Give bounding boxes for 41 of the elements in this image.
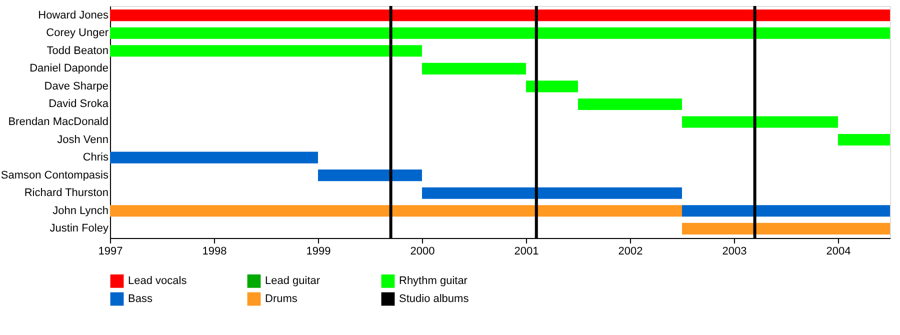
legend-label: Rhythm guitar: [399, 275, 468, 288]
bar: [110, 45, 422, 57]
x-tick-label: 1999: [306, 246, 331, 258]
x-tick-label: 1998: [202, 246, 227, 258]
bar: [110, 10, 890, 22]
y-tick-label: David Sroka: [48, 98, 110, 110]
x-tick-label: 2001: [514, 246, 539, 258]
legend-label: Studio albums: [399, 293, 470, 305]
bar: [682, 116, 838, 128]
y-tick-label: Corey Unger: [46, 27, 109, 40]
y-tick-label: Dave Sharpe: [44, 80, 108, 92]
x-tick-label: 2003: [722, 246, 747, 258]
x-tick-label: 2002: [618, 246, 643, 258]
bar: [422, 62, 526, 74]
bar: [682, 222, 890, 234]
y-tick-label: Brendan MacDonald: [8, 116, 108, 128]
y-tick-label: Chris: [82, 152, 109, 164]
legend-label: Lead vocals: [128, 275, 188, 288]
legend-label: Drums: [265, 293, 298, 305]
y-tick-label: Todd Beaton: [46, 44, 108, 57]
legend-label: Lead guitar: [265, 275, 320, 288]
x-tick-label: 1997: [98, 246, 123, 258]
legend-label: Bass: [128, 293, 153, 305]
bar: [838, 134, 890, 146]
y-tick-label: Josh Venn: [57, 134, 108, 146]
y-tick-label: Richard Thurston: [24, 187, 108, 200]
bar: [318, 170, 422, 182]
y-tick-label: Daniel Daponde: [30, 62, 108, 75]
bar: [110, 152, 318, 164]
bar: [578, 98, 682, 110]
bar: [526, 80, 578, 92]
y-tick-label: Justin Foley: [50, 222, 109, 235]
bar: [110, 27, 890, 39]
bar: [110, 205, 682, 217]
bar: [682, 205, 890, 217]
y-tick-label: John Lynch: [52, 204, 108, 217]
y-tick-label: Howard Jones: [38, 9, 109, 22]
y-tick-label: Samson Contompasis: [0, 169, 109, 182]
x-tick-label: 2000: [410, 246, 435, 258]
x-tick-label: 2004: [826, 246, 851, 258]
bar: [422, 187, 682, 199]
